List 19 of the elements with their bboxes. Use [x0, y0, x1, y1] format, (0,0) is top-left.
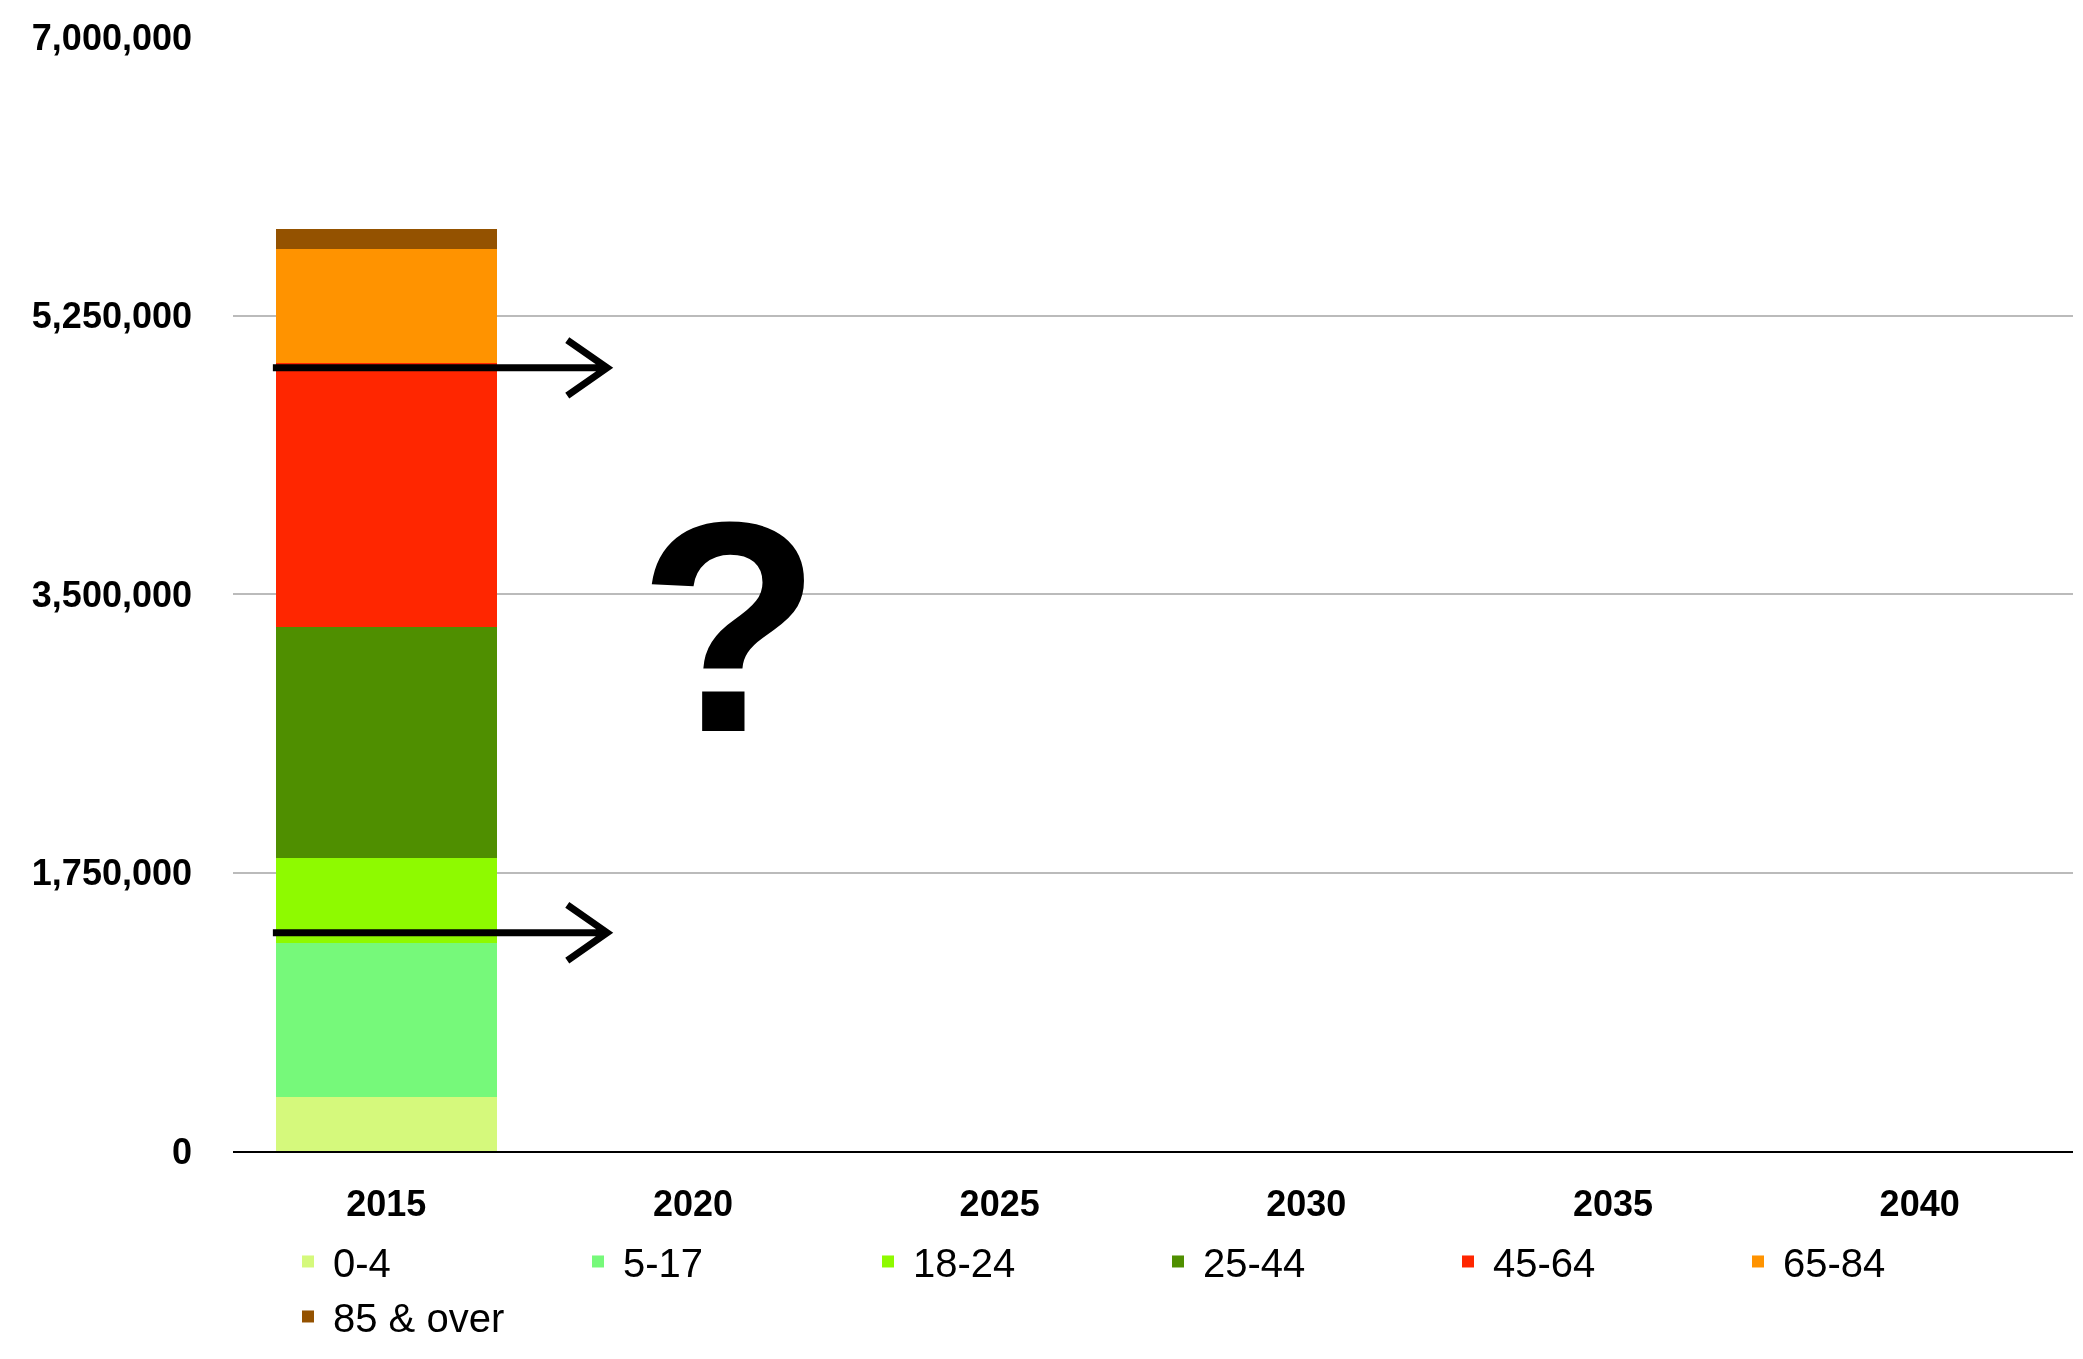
legend-label: 5-17 [623, 1241, 704, 1286]
x-tick-label: 2020 [652, 1183, 734, 1225]
x-tick-label: 2030 [1266, 1183, 1347, 1225]
legend-label: 18-24 [913, 1241, 1016, 1286]
y-tick-label: 3,500,000 [31, 573, 192, 615]
legend-label: 65-84 [1783, 1241, 1886, 1286]
legend-label: 85 & over [333, 1296, 505, 1341]
legend-label: 0-4 [333, 1241, 391, 1286]
x-tick-label: 2035 [1572, 1183, 1654, 1225]
legend-label: 45-64 [1493, 1241, 1596, 1286]
y-tick-label: 5,250,000 [31, 295, 192, 337]
annotation: ? [638, 459, 822, 795]
y-tick-label: 0 [171, 1130, 192, 1172]
legend-label: 25-44 [1203, 1241, 1306, 1286]
x-tick-label: 2025 [959, 1183, 1040, 1225]
y-tick-label: 7,000,000 [31, 16, 192, 58]
x-tick-label: 2040 [1879, 1183, 1960, 1225]
x-tick-label: 2015 [346, 1183, 427, 1225]
y-tick-label: 1,750,000 [31, 852, 192, 894]
